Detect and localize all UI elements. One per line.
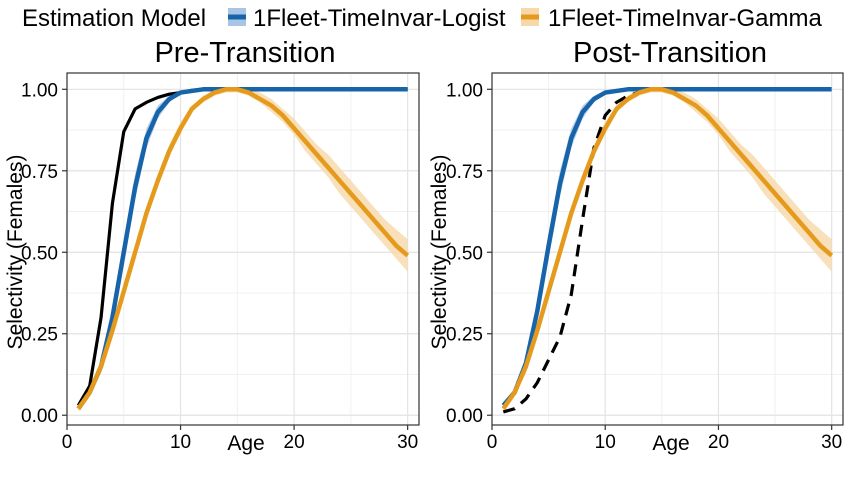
panel-border bbox=[491, 72, 844, 426]
y-tick-label: 0.75 bbox=[446, 162, 483, 183]
plot-area: 0 10 20 30 0.00 0.25 0.50 0.75 1.00 bbox=[446, 72, 844, 453]
legend-entry-logist: 1Fleet-TimeInvar-Logist bbox=[228, 5, 506, 32]
x-axis-label: Age bbox=[652, 432, 689, 455]
y-tick-label: 1.00 bbox=[446, 80, 483, 101]
legend-title: Estimation Model bbox=[22, 5, 206, 32]
plot-background bbox=[67, 73, 419, 425]
legend-label-gamma: 1Fleet-TimeInvar-Gamma bbox=[548, 5, 822, 32]
y-tick-label: 0.00 bbox=[21, 406, 58, 427]
x-tick-label: 20 bbox=[708, 432, 729, 453]
x-tick-label: 20 bbox=[284, 432, 305, 453]
y-tick-label: 0.00 bbox=[446, 406, 483, 427]
x-axis-label: Age bbox=[227, 432, 264, 455]
panel-title: Pre-Transition bbox=[154, 37, 335, 69]
panel-border bbox=[66, 72, 420, 426]
legend-entry-gamma: 1Fleet-TimeInvar-Gamma bbox=[521, 5, 822, 32]
panel-title: Post-Transition bbox=[573, 37, 767, 69]
series-line bbox=[501, 87, 834, 410]
x-tick-label: 30 bbox=[397, 432, 418, 453]
plot-area: 0 10 20 30 0.00 0.25 0.50 0.75 1.00 bbox=[21, 72, 420, 453]
x-tick-label: 10 bbox=[595, 432, 616, 453]
y-axis-label: Selectivity (Females) bbox=[4, 155, 27, 350]
y-axis-label: Selectivity (Females) bbox=[428, 155, 451, 350]
series-line bbox=[76, 87, 410, 410]
x-tick-label: 30 bbox=[821, 432, 842, 453]
legend: Estimation Model 1Fleet-TimeInvar-Logist… bbox=[22, 5, 822, 32]
panel-post-transition: Post-Transition Age Selectivity (Females… bbox=[428, 37, 844, 455]
x-tick-label: 0 bbox=[62, 432, 73, 453]
y-tick-label: 0.75 bbox=[21, 162, 58, 183]
y-tick-label: 0.50 bbox=[446, 243, 483, 264]
legend-label-logist: 1Fleet-TimeInvar-Logist bbox=[253, 5, 506, 32]
y-tick-label: 0.25 bbox=[21, 325, 58, 346]
y-tick-label: 0.25 bbox=[446, 325, 483, 346]
panel-pre-transition: Pre-Transition Age Selectivity (Females)… bbox=[4, 37, 420, 455]
x-tick-label: 10 bbox=[170, 432, 191, 453]
x-tick-label: 0 bbox=[487, 432, 498, 453]
y-tick-label: 1.00 bbox=[21, 80, 58, 101]
y-tick-label: 0.50 bbox=[21, 243, 58, 264]
plot-background bbox=[492, 73, 843, 425]
